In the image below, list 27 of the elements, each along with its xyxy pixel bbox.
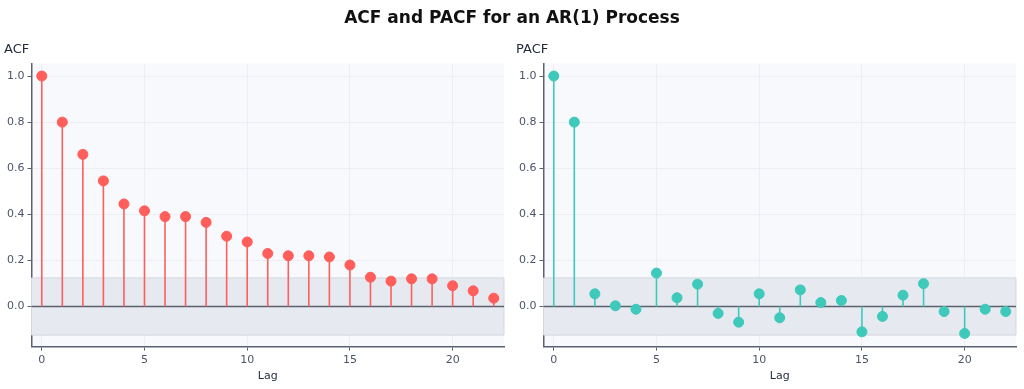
x-axis-title: Lag — [769, 369, 790, 383]
y-tick-label: 1.0 — [6, 68, 25, 82]
y-tick-label: 1.0 — [518, 68, 537, 82]
x-tick-label: 5 — [652, 353, 660, 367]
y-tick-label: 0.4 — [518, 207, 537, 221]
chart-title: ACF — [4, 41, 30, 57]
y-tick-label: 0.0 — [6, 299, 25, 313]
x-tick-label: 0 — [38, 353, 46, 367]
x-tick-label: 10 — [240, 353, 255, 367]
y-tick-label: 0.6 — [518, 161, 537, 175]
x-axis-title: Lag — [257, 369, 278, 383]
y-tick-label: 0.2 — [6, 253, 25, 267]
x-tick-label: 15 — [854, 353, 869, 367]
x-tick-label: 20 — [957, 353, 972, 367]
x-tick-label: 20 — [445, 353, 460, 367]
y-tick-label: 0.8 — [518, 115, 537, 128]
y-tick-label: 0.4 — [6, 207, 25, 221]
x-tick-label: 5 — [140, 353, 148, 367]
text: ACF and PACF for an AR(1) Process — [344, 7, 680, 27]
x-tick-label: 0 — [550, 353, 558, 367]
x-tick-label: 10 — [752, 353, 767, 367]
y-tick-label: 0.6 — [6, 161, 25, 175]
chart-title: PACF — [516, 41, 549, 57]
y-tick-label: 0.2 — [518, 253, 537, 267]
x-tick-label: 15 — [342, 353, 357, 367]
y-tick-label: 0.0 — [518, 299, 537, 313]
y-tick-label: 0.8 — [6, 115, 25, 128]
